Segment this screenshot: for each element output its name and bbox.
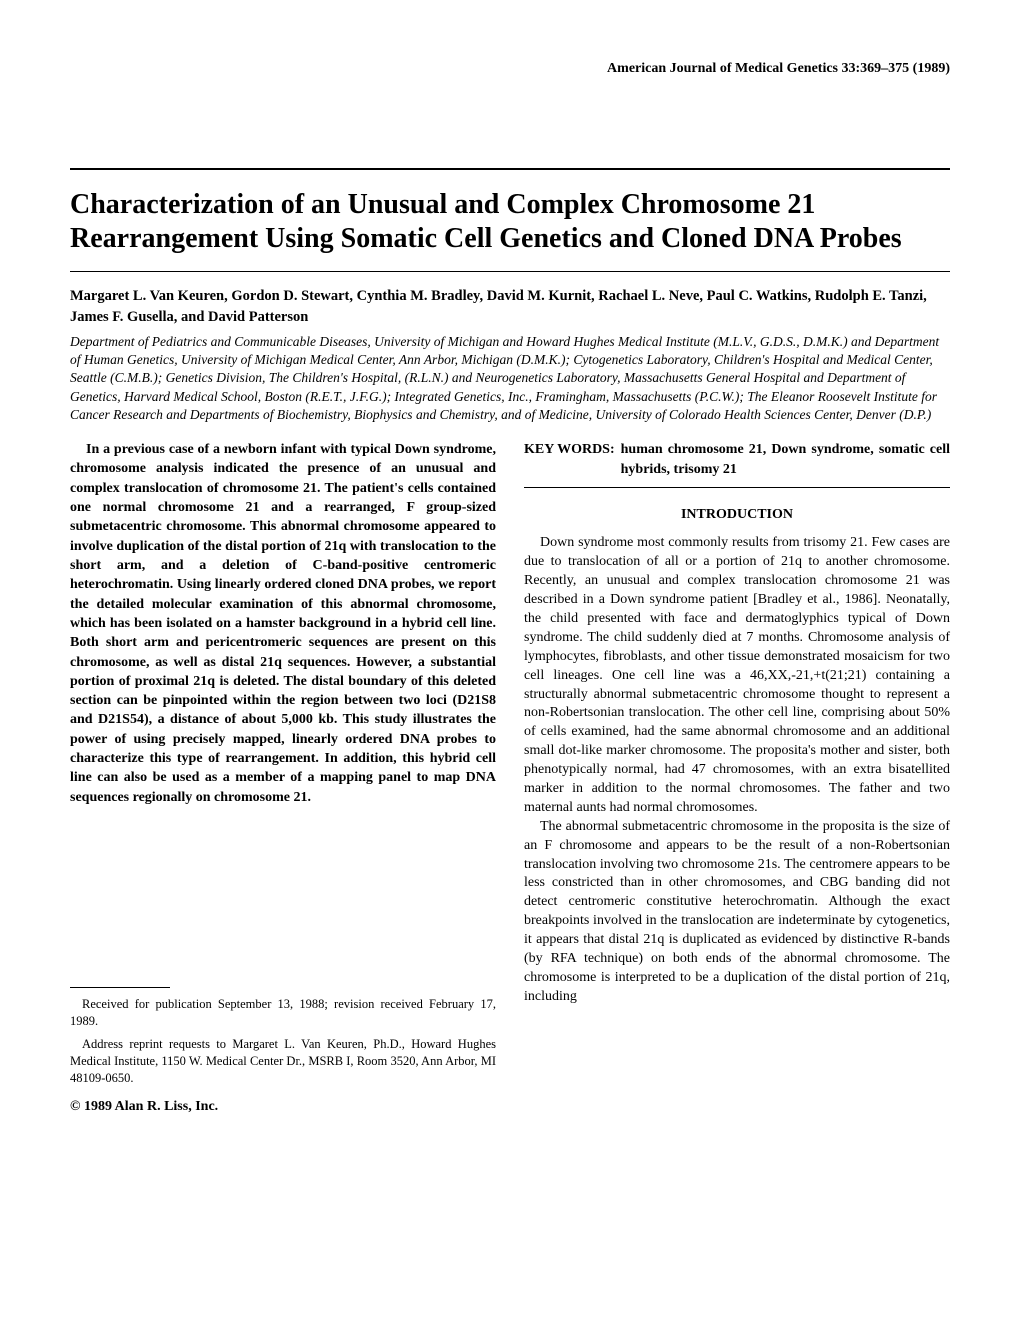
affiliations: Department of Pediatrics and Communicabl… bbox=[70, 333, 950, 424]
author-list: Margaret L. Van Keuren, Gordon D. Stewar… bbox=[70, 286, 950, 327]
keywords-text: human chromosome 21, Down syndrome, soma… bbox=[621, 440, 950, 479]
journal-reference: American Journal of Medical Genetics 33:… bbox=[70, 60, 950, 78]
introduction-heading: INTRODUCTION bbox=[524, 506, 950, 524]
keywords-label: KEY WORDS: bbox=[524, 440, 615, 479]
content-columns: In a previous case of a newborn infant w… bbox=[70, 440, 950, 1117]
left-column: In a previous case of a newborn infant w… bbox=[70, 440, 496, 1117]
copyright-notice: © 1989 Alan R. Liss, Inc. bbox=[70, 1098, 496, 1116]
right-column: KEY WORDS: human chromosome 21, Down syn… bbox=[524, 440, 950, 1117]
introduction-paragraph-2: The abnormal submetacentric chromosome i… bbox=[524, 818, 950, 1007]
keywords-rule bbox=[524, 487, 950, 488]
footnote-received: Received for publication September 13, 1… bbox=[70, 996, 496, 1030]
footnote-reprint: Address reprint requests to Margaret L. … bbox=[70, 1036, 496, 1087]
abstract-text: In a previous case of a newborn infant w… bbox=[70, 440, 496, 807]
footnote-rule bbox=[70, 987, 170, 988]
keywords-block: KEY WORDS: human chromosome 21, Down syn… bbox=[524, 440, 950, 479]
introduction-paragraph-1: Down syndrome most commonly results from… bbox=[524, 534, 950, 817]
title-section: Characterization of an Unusual and Compl… bbox=[70, 168, 950, 272]
article-title: Characterization of an Unusual and Compl… bbox=[70, 188, 950, 255]
